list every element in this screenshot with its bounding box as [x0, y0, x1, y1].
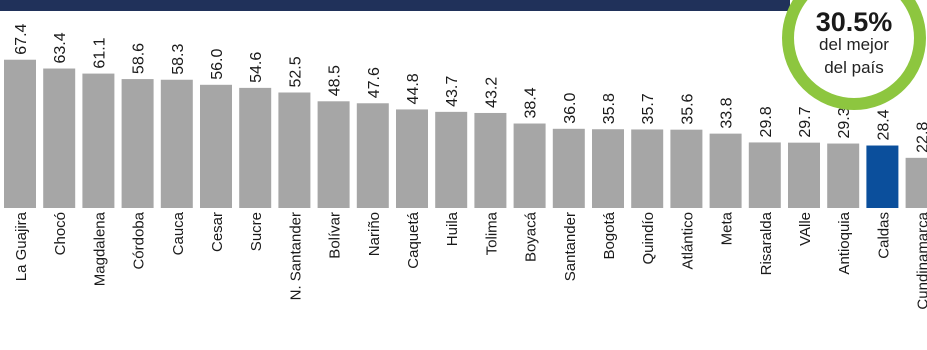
- category-label: Sucre: [248, 212, 265, 251]
- value-label: 56.0: [209, 49, 226, 80]
- value-label: 58.3: [170, 43, 187, 74]
- bar-risaralda: [749, 142, 781, 208]
- bar-antioquia: [827, 144, 859, 208]
- bar-huila: [435, 112, 467, 208]
- category-label: Chocó: [52, 212, 69, 255]
- bar-meta: [710, 134, 742, 208]
- bar-cesar: [200, 85, 232, 208]
- value-label: 35.7: [640, 93, 657, 124]
- value-label: 63.4: [52, 32, 69, 63]
- bar-quind-o: [631, 129, 663, 208]
- bar-cauca: [161, 80, 193, 208]
- category-label: Atlántico: [679, 212, 696, 270]
- value-label: 22.8: [915, 122, 927, 153]
- value-label: 61.1: [91, 37, 108, 68]
- category-label: Santander: [562, 212, 579, 281]
- bar-caquet-: [396, 109, 428, 208]
- bar-c-rdoba: [122, 79, 154, 208]
- value-label: 58.6: [131, 43, 148, 74]
- category-label: Cundinamarca: [915, 211, 927, 309]
- value-label: 54.6: [248, 52, 265, 83]
- bar-n-santander: [278, 93, 310, 209]
- value-label: 29.3: [836, 107, 853, 138]
- category-label: Córdoba: [131, 211, 148, 269]
- category-label: Cauca: [170, 211, 187, 255]
- bar-caldas: [866, 146, 898, 208]
- value-label: 29.8: [758, 106, 775, 137]
- bar-cundinamarca: [906, 158, 927, 208]
- value-label: 36.0: [562, 93, 579, 124]
- category-label: Nariño: [366, 212, 383, 256]
- value-label: 47.6: [366, 67, 383, 98]
- category-label: N. Santander: [287, 212, 304, 300]
- category-label: Tolima: [483, 211, 500, 255]
- value-label: 28.4: [875, 109, 892, 140]
- value-label: 44.8: [405, 73, 422, 104]
- category-label: Magdalena: [91, 211, 108, 286]
- value-label: 48.5: [327, 65, 344, 96]
- bar-tolima: [474, 113, 506, 208]
- bar-bogot-: [592, 129, 624, 208]
- category-label: Bolívar: [327, 212, 344, 259]
- bar-atl-ntico: [670, 130, 702, 208]
- value-label: 35.6: [679, 93, 696, 124]
- bar-valle: [788, 143, 820, 208]
- category-label: Antioquia: [836, 211, 853, 274]
- value-label: 33.8: [719, 97, 736, 128]
- value-label: 52.5: [287, 56, 304, 87]
- category-label: Boyacá: [523, 211, 540, 262]
- badge-line-2: del país: [794, 58, 914, 78]
- category-label: La Guajira: [13, 211, 30, 281]
- category-label: Huila: [444, 211, 461, 246]
- category-label: Cesar: [209, 212, 226, 252]
- value-label: 35.8: [601, 93, 618, 124]
- category-label: Risaralda: [758, 211, 775, 275]
- bar-boyac-: [514, 124, 546, 208]
- badge-value: 30.5%: [794, 6, 914, 38]
- category-label: Caquetá: [405, 211, 422, 268]
- value-label: 67.4: [13, 23, 30, 54]
- value-label: 43.2: [483, 77, 500, 108]
- category-label: Caldas: [875, 212, 892, 259]
- value-label: 29.7: [797, 106, 814, 137]
- bar-nari-o: [357, 103, 389, 208]
- category-label: VAlle: [797, 212, 814, 246]
- bar-la-guajira: [4, 60, 36, 208]
- category-label: Meta: [719, 211, 736, 245]
- value-label: 43.7: [444, 76, 461, 107]
- bar-bol-var: [318, 101, 350, 208]
- badge-line-1: del mejor: [794, 35, 914, 55]
- bar-sucre: [239, 88, 271, 208]
- value-label: 38.4: [523, 87, 540, 118]
- bar-choc-: [43, 69, 75, 208]
- category-label: Quindío: [640, 212, 657, 265]
- bar-santander: [553, 129, 585, 208]
- category-label: Bogotá: [601, 211, 618, 259]
- bar-magdalena: [82, 74, 114, 208]
